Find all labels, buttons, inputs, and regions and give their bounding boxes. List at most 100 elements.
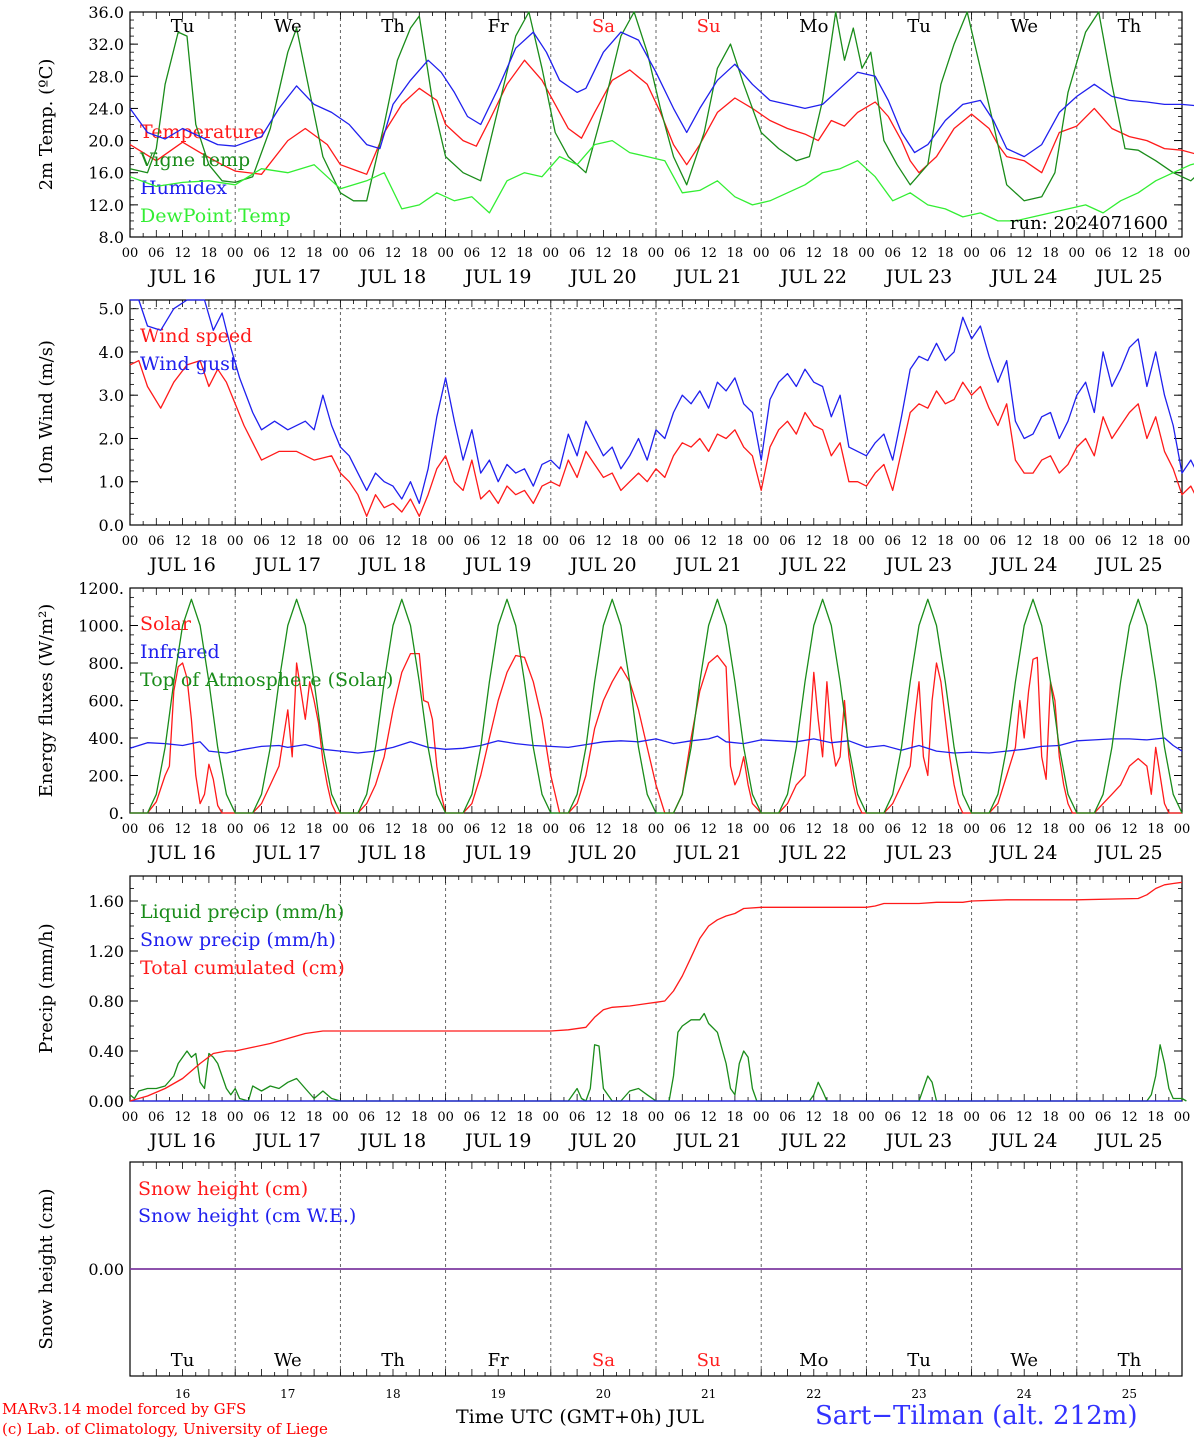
legend-label: Humidex [140,177,227,199]
hour-label: 06 [358,822,375,837]
time-axis-title: Time UTC (GMT+0h) JUL [456,1406,704,1428]
hour-label: 18 [937,534,954,549]
date-label: JUL 17 [253,266,321,288]
hour-label: 00 [122,246,139,261]
hour-label: 00 [858,822,875,837]
y-tick-label: 0.40 [88,1042,124,1061]
hour-label: 12 [911,534,928,549]
hour-label: 18 [727,1110,744,1125]
hour-label: 06 [990,822,1007,837]
hour-label: 00 [1069,534,1086,549]
hour-label: 00 [543,1110,560,1125]
y-tick-label: 600. [88,692,124,711]
date-label: JUL 16 [147,1130,215,1152]
hour-label: 06 [464,822,481,837]
hour-label: 12 [595,246,612,261]
hour-label: 18 [727,534,744,549]
date-label: JUL 17 [253,554,321,576]
hour-label: 18 [621,246,638,261]
hour-label: 00 [753,534,770,549]
hour-label: 18 [411,246,428,261]
hour-label: 00 [227,1110,244,1125]
y-tick-label: 5.0 [99,300,124,319]
date-label: JUL 18 [358,266,426,288]
day-number: 25 [1122,1387,1137,1401]
hour-label: 00 [648,822,665,837]
weekday-label: Mo [799,16,828,37]
hour-label: 06 [1095,1110,1112,1125]
date-label: JUL 16 [147,266,215,288]
weekday-label: Sa [592,1350,615,1371]
hour-label: 06 [148,246,165,261]
hour-label: 06 [569,246,586,261]
y-axis-title: Energy fluxes (W/m²) [36,604,57,798]
hour-label: 18 [1147,822,1164,837]
date-label: JUL 25 [1094,842,1162,864]
date-label: JUL 23 [884,1130,952,1152]
hour-label: 00 [332,246,349,261]
weekday-label: Tu [907,1350,931,1371]
hour-label: 18 [516,822,533,837]
hour-label: 00 [437,822,454,837]
date-label: JUL 20 [568,842,636,864]
hour-label: 12 [911,1110,928,1125]
date-label: JUL 19 [463,266,531,288]
hour-label: 00 [543,246,560,261]
legend-label: Total cumulated (cm) [140,957,345,979]
legend-label: Vigne temp [139,149,250,171]
plot-frame [129,11,1183,238]
hour-label: 18 [621,534,638,549]
hour-label: 00 [1174,246,1191,261]
hour-label: 12 [490,534,507,549]
model-credit: MARv3.14 model forced by GFS [2,1400,247,1418]
legend-label: Temperature [140,121,264,143]
hour-label: 18 [516,246,533,261]
series-line-4-1 [129,1012,1187,1102]
hour-label: 00 [753,1110,770,1125]
date-label: JUL 25 [1094,554,1162,576]
date-label: JUL 19 [463,554,531,576]
hour-label: 00 [122,534,139,549]
series-line-2-1 [129,359,1194,517]
hour-label: 00 [1069,246,1086,261]
hour-label: 06 [148,822,165,837]
legend-label: Snow precip (mm/h) [140,929,336,951]
run-annotation: run: 2024071600 [1010,213,1168,234]
y-tick-label: 1.20 [88,942,124,961]
legend-label: Snow height (cm W.E.) [138,1205,356,1227]
day-number: 21 [701,1387,716,1401]
hour-label: 18 [832,534,849,549]
hour-label: 12 [385,822,402,837]
series-line-2-2 [130,299,1194,505]
weekday-label: We [1010,16,1038,37]
weekday-label: Th [381,1350,405,1371]
hour-label: 00 [543,534,560,549]
hour-label: 06 [884,822,901,837]
hour-label: 18 [1042,1110,1059,1125]
hour-label: 06 [148,1110,165,1125]
legend-label: Wind gust [140,353,238,375]
plot-frame [129,587,1183,814]
hour-label: 18 [201,822,218,837]
hour-label: 06 [1095,822,1112,837]
hour-label: 18 [516,1110,533,1125]
series-line-1-3 [129,31,1194,158]
legend-label: Infrared [140,641,220,663]
hour-label: 06 [464,246,481,261]
series-line-1-1 [129,59,1194,175]
hour-label: 00 [858,246,875,261]
hour-label: 06 [884,1110,901,1125]
panel-2: 0.0 1.0 2.0 3.0 4.0 5.0 10m Wind (m/s) Wind spe… [36,299,1194,576]
weekday-label: Tu [171,16,195,37]
hour-label: 00 [437,1110,454,1125]
day-number: 20 [596,1387,611,1401]
weekday-label: Fr [488,1350,509,1371]
hour-label: 12 [490,246,507,261]
hour-label: 18 [727,246,744,261]
hour-label: 12 [385,534,402,549]
hour-label: 12 [700,1110,717,1125]
date-label: JUL 19 [463,1130,531,1152]
hour-label: 12 [385,246,402,261]
hour-label: 18 [411,1110,428,1125]
